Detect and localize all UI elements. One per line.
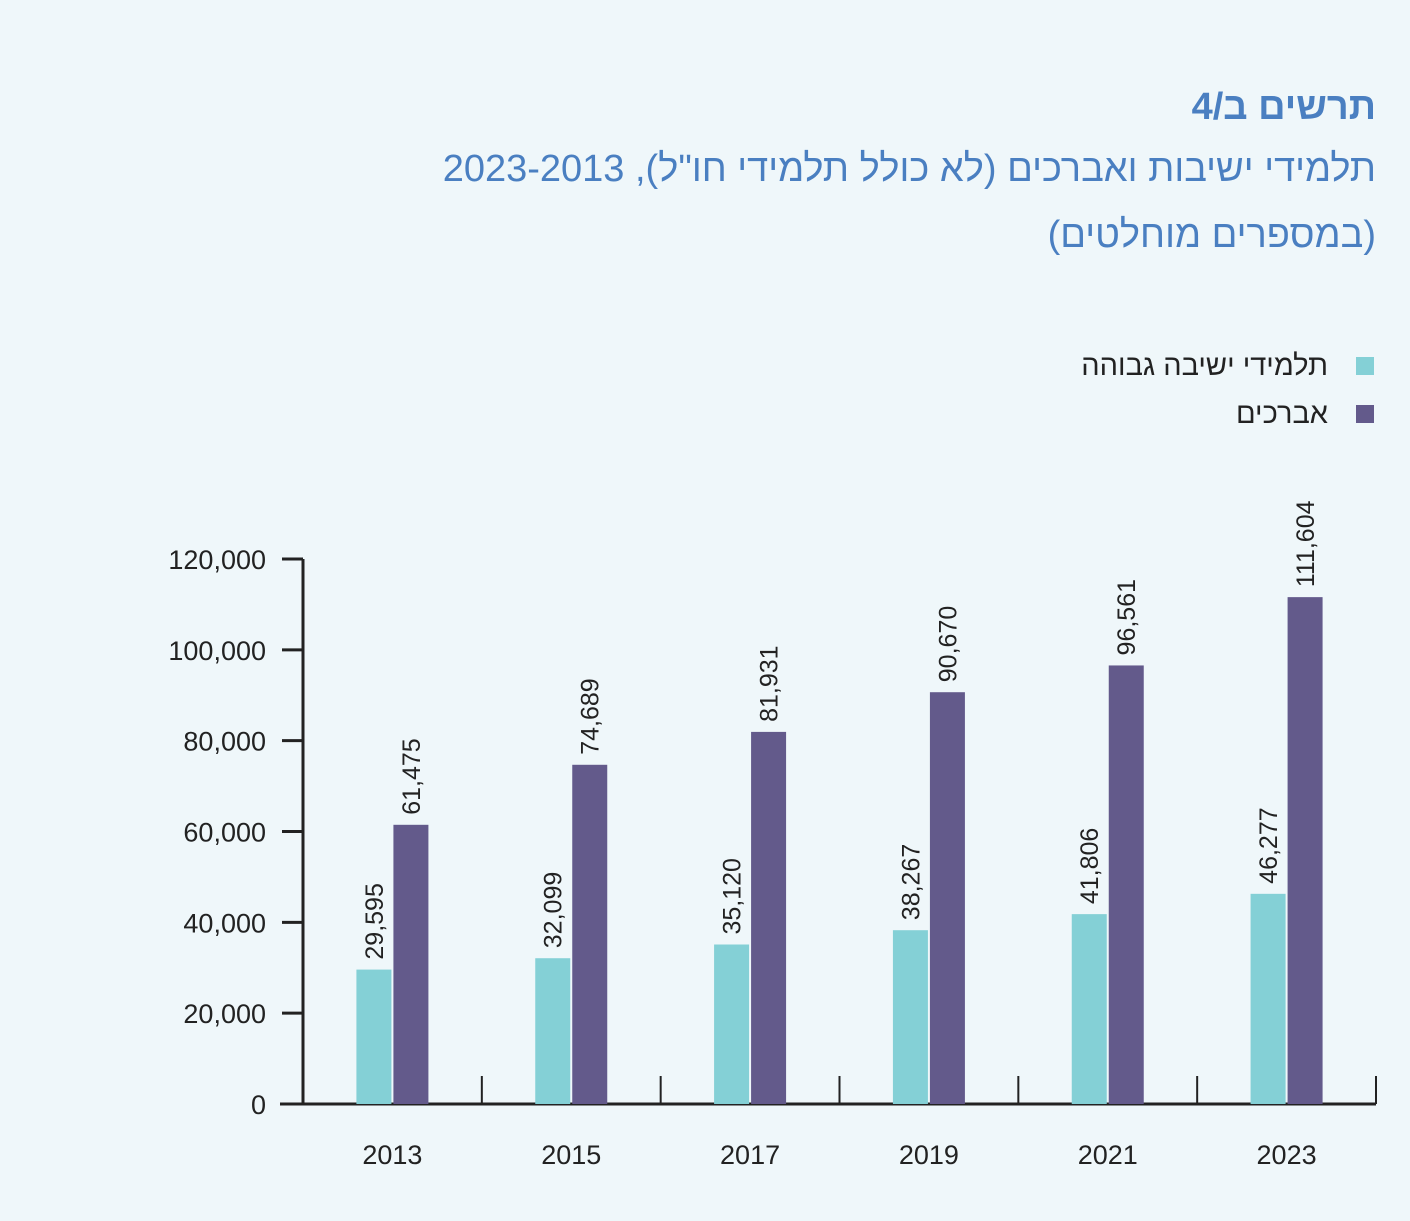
figure-number: תרשים ב/4 <box>1191 86 1376 128</box>
bar-yeshiva <box>356 969 392 1104</box>
bar-yeshiva <box>1071 914 1107 1104</box>
data-label: 96,561 <box>1113 579 1141 655</box>
x-tick-label: 2023 <box>1257 1140 1317 1170</box>
y-tick-label: 40,000 <box>183 908 266 938</box>
y-tick-label: 80,000 <box>183 727 266 757</box>
y-tick-label: 60,000 <box>183 818 266 848</box>
data-label: 61,475 <box>398 738 426 814</box>
data-label: 35,120 <box>719 858 747 934</box>
data-label: 81,931 <box>756 645 784 721</box>
legend-swatch-yeshiva <box>1356 357 1374 375</box>
data-label: 90,670 <box>934 606 962 682</box>
bar-avrechim <box>1108 665 1144 1104</box>
bar-avrechim <box>929 692 965 1104</box>
legend: תלמידי ישיבה גבוהה אברכים <box>1081 342 1374 438</box>
chart-subtitle: (במספרים מוחלטים) <box>1047 214 1376 256</box>
bar-avrechim <box>751 731 787 1104</box>
legend-item-avrechim: אברכים <box>1081 390 1374 438</box>
legend-label-avrechim: אברכים <box>1235 397 1328 430</box>
bar-yeshiva <box>1250 893 1286 1104</box>
x-tick-label: 2019 <box>899 1140 959 1170</box>
x-tick-label: 2017 <box>720 1140 780 1170</box>
x-tick-label: 2021 <box>1078 1140 1138 1170</box>
bar-yeshiva <box>892 930 928 1104</box>
x-tick-label: 2013 <box>362 1140 422 1170</box>
bar-avrechim <box>572 764 608 1104</box>
data-label: 32,099 <box>540 872 568 948</box>
y-tick-label: 0 <box>251 1090 266 1120</box>
data-label: 29,595 <box>361 883 389 959</box>
y-tick-label: 120,000 <box>168 545 266 575</box>
x-tick-label: 2015 <box>541 1140 601 1170</box>
legend-item-yeshiva: תלמידי ישיבה גבוהה <box>1081 342 1374 390</box>
data-label: 74,689 <box>577 678 605 754</box>
data-label: 41,806 <box>1076 828 1104 904</box>
bar-yeshiva <box>714 944 750 1104</box>
chart-header: תרשים ב/4 תלמידי ישיבות ואברכים (לא כולל… <box>443 82 1376 264</box>
y-tick-label: 100,000 <box>168 636 266 666</box>
legend-swatch-avrechim <box>1356 405 1374 423</box>
chart-title: תלמידי ישיבות ואברכים (לא כולל תלמידי חו… <box>442 148 1376 190</box>
bar-avrechim <box>1287 597 1323 1104</box>
data-label: 38,267 <box>897 844 925 920</box>
bar-avrechim <box>393 824 429 1104</box>
data-label: 111,604 <box>1292 500 1320 587</box>
bar-yeshiva <box>535 958 571 1104</box>
data-label: 46,277 <box>1255 807 1283 883</box>
y-tick-label: 20,000 <box>183 999 266 1029</box>
legend-label-yeshiva: תלמידי ישיבה גבוהה <box>1081 349 1328 382</box>
